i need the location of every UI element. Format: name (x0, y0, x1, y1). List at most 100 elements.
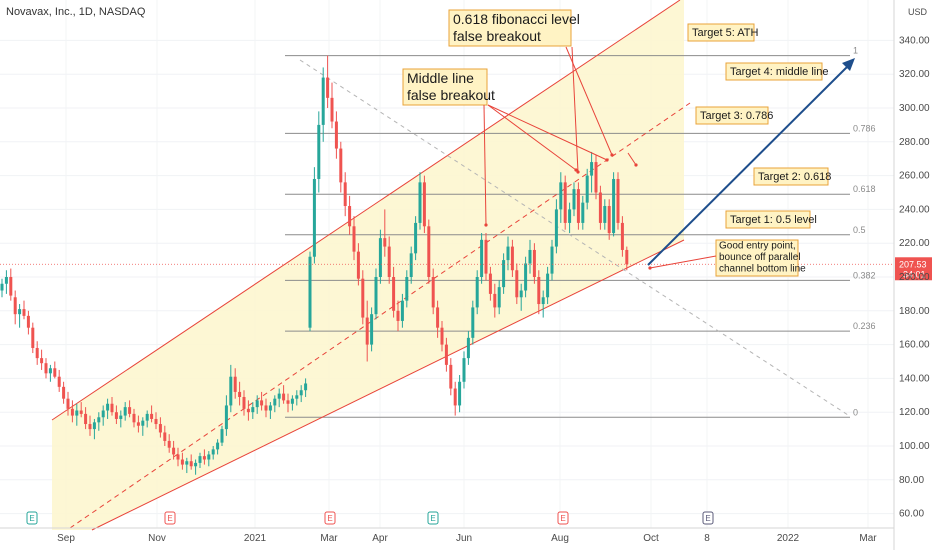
candle (572, 182, 576, 217)
candle (136, 415, 140, 433)
projection-arrow (647, 61, 853, 266)
candle-body (136, 422, 140, 426)
candle (246, 400, 250, 421)
candle (251, 402, 255, 419)
annotation-arrow-tip (648, 266, 652, 270)
candle (550, 239, 554, 281)
candle (202, 449, 206, 465)
annotation-arrow-tip (605, 158, 609, 162)
candle (31, 322, 35, 354)
candle-body (290, 398, 294, 404)
candle (264, 398, 268, 418)
candle (180, 452, 184, 470)
earnings-marker-box (557, 511, 569, 525)
x-tick-label: Nov (148, 533, 166, 544)
candle (88, 415, 92, 436)
candle-body (264, 405, 268, 411)
candle-body (211, 449, 215, 455)
candle-body (541, 297, 545, 305)
x-tick-label: Sep (57, 533, 75, 544)
candle (172, 440, 176, 460)
candle (612, 172, 616, 237)
candle (4, 270, 8, 294)
candle (75, 403, 79, 426)
candle (603, 199, 607, 230)
candle (392, 266, 396, 318)
candle (427, 219, 431, 284)
candle (541, 290, 545, 318)
candle (92, 418, 96, 440)
target-label-box (753, 167, 829, 186)
candle-body (458, 381, 462, 406)
candle-body (612, 178, 616, 234)
candle (414, 216, 418, 261)
candle (462, 351, 466, 389)
candle-body (207, 454, 211, 460)
candle-body (480, 239, 484, 277)
candle (290, 395, 294, 411)
earnings-marker-label: E (430, 514, 435, 523)
candle (370, 307, 374, 352)
candle-body (594, 162, 598, 193)
last-price-tag (895, 257, 932, 281)
candle-body (607, 206, 611, 234)
candle (532, 243, 536, 284)
candle (339, 141, 343, 193)
candle (607, 199, 611, 240)
candle (409, 246, 413, 284)
candle-body (625, 249, 629, 265)
candle (211, 446, 215, 460)
candle (334, 111, 338, 159)
earnings-marker-label: E (327, 514, 332, 523)
candle-body (603, 206, 607, 223)
candle (101, 405, 105, 426)
candle (22, 300, 26, 320)
candle (418, 172, 422, 230)
candle (26, 310, 30, 335)
candle-body (519, 290, 523, 298)
candle (216, 439, 220, 455)
candle (497, 280, 501, 315)
fib-label: 0.618 (853, 184, 876, 194)
earnings-marker-box (702, 511, 714, 525)
candle-body (444, 344, 448, 365)
candle-body (75, 410, 79, 416)
candle-body (370, 314, 374, 345)
candle (185, 457, 189, 474)
earnings-marker: E (702, 511, 714, 525)
candle-body (321, 77, 325, 125)
candle (260, 391, 264, 411)
target-label-box (725, 210, 811, 229)
candle-body (194, 462, 198, 467)
candle-body (572, 189, 576, 210)
annotation-arrow (487, 104, 577, 171)
candle-body (616, 178, 620, 223)
candle-body (374, 277, 378, 315)
candle (361, 270, 365, 325)
candle-body (528, 249, 532, 264)
entry-note-text: channel bottom line (719, 264, 806, 275)
candle (114, 405, 118, 425)
candle-body (220, 429, 224, 443)
annotation-arrow (565, 46, 613, 156)
fib-trend-line (299, 59, 849, 416)
candle (317, 111, 321, 193)
earnings-marker: E (427, 511, 439, 525)
last-price: 207.53 (899, 259, 927, 269)
annotation-arrow-tip (610, 153, 614, 157)
candle-body (88, 424, 92, 430)
candle-body (101, 410, 105, 418)
y-tick-label: 260.00 (899, 171, 930, 182)
candle-body (48, 368, 52, 374)
target-label: Target 5: ATH (687, 23, 758, 42)
candle-body (471, 307, 475, 338)
candle-body (224, 405, 228, 430)
candle (400, 293, 404, 328)
earnings-marker-label: E (705, 514, 710, 523)
candle (207, 451, 211, 467)
x-tick-label: Oct (643, 533, 659, 544)
candle (176, 447, 180, 467)
x-tick-label: 2022 (777, 533, 800, 544)
candle (9, 268, 13, 301)
